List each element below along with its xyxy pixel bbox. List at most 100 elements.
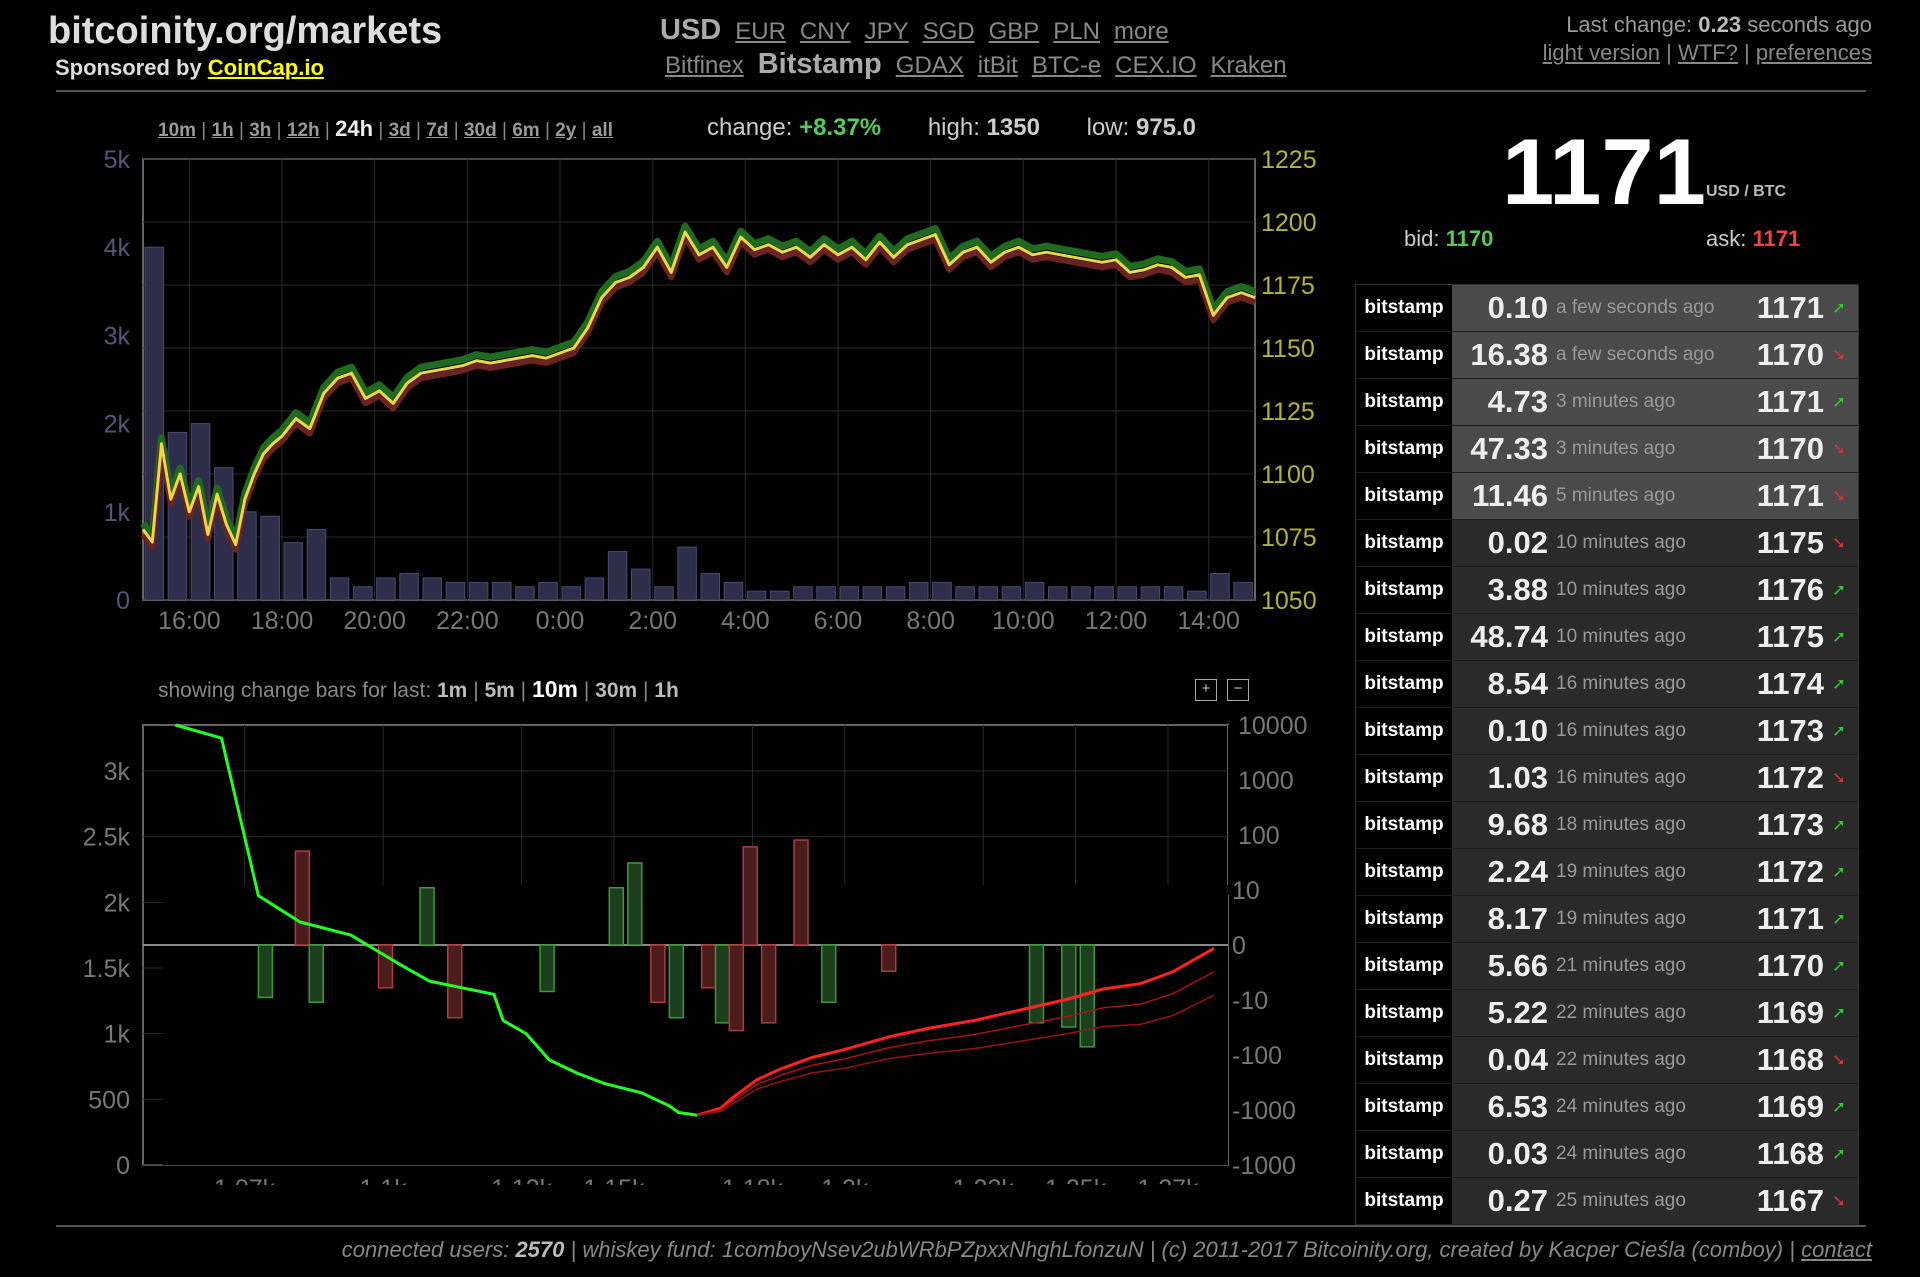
volume-bar bbox=[862, 586, 883, 601]
trade-price: 1171 bbox=[1756, 478, 1824, 513]
separator: | bbox=[514, 679, 532, 702]
trade-amount: 9.68 bbox=[1487, 807, 1548, 842]
range-tab-10m[interactable]: 10m bbox=[158, 120, 197, 141]
exchange-bitstamp[interactable]: Bitstamp bbox=[757, 48, 882, 80]
trade-amount: 0.04 bbox=[1487, 1042, 1548, 1077]
exchange-btce[interactable]: BTC-e bbox=[1031, 52, 1102, 79]
trade-amount: 0.10 bbox=[1487, 290, 1548, 325]
range-tab-3d[interactable]: 3d bbox=[388, 120, 411, 141]
range-tab-30d[interactable]: 30d bbox=[463, 120, 497, 141]
trade-row: bitstamp 16.38 a few seconds ago 1170 ➘ bbox=[1356, 332, 1858, 379]
trade-amount: 0.02 bbox=[1487, 525, 1548, 560]
range-tab-2y[interactable]: 2y bbox=[555, 120, 577, 141]
separator: | bbox=[496, 120, 513, 141]
trade-exchange: bitstamp bbox=[1356, 1131, 1452, 1177]
currency-usd[interactable]: USD bbox=[660, 14, 722, 46]
change-bar bbox=[294, 850, 311, 946]
trade-time: 10 minutes ago bbox=[1556, 532, 1686, 553]
volume-bar bbox=[584, 577, 605, 601]
depth-tick-label: 2k bbox=[104, 889, 131, 917]
currency-eur[interactable]: EUR bbox=[735, 18, 786, 45]
change-bars-option-1m[interactable]: 1m bbox=[437, 679, 468, 702]
currency-more[interactable]: more bbox=[1113, 18, 1169, 45]
change-bar bbox=[377, 944, 394, 989]
arrow-up-icon: ➚ bbox=[1832, 394, 1846, 411]
range-tab-all[interactable]: all bbox=[591, 120, 613, 141]
currency-jpy[interactable]: JPY bbox=[864, 18, 909, 45]
change-tick-label: 1000 bbox=[1238, 767, 1294, 795]
currency-cny[interactable]: CNY bbox=[799, 18, 851, 45]
trade-amount: 2.24 bbox=[1487, 854, 1548, 889]
change-tick-label: 100 bbox=[1238, 822, 1280, 850]
change-bars-option-30m[interactable]: 30m bbox=[595, 679, 638, 702]
change-bar bbox=[700, 944, 717, 989]
volume-bar bbox=[1140, 586, 1161, 601]
exchange-cexio[interactable]: CEX.IO bbox=[1115, 52, 1197, 79]
change-bars-option-10m[interactable]: 10m bbox=[531, 676, 579, 702]
volume-bar bbox=[167, 431, 188, 601]
trade-time: 16 minutes ago bbox=[1556, 720, 1686, 741]
arrow-down-icon: ➘ bbox=[1832, 770, 1846, 787]
trade-amount: 0.27 bbox=[1487, 1183, 1548, 1218]
change-bars-option-1h[interactable]: 1h bbox=[654, 679, 679, 702]
volume-bar bbox=[978, 586, 999, 601]
arrow-down-icon: ➘ bbox=[1832, 1193, 1846, 1210]
trade-row: bitstamp 5.66 21 minutes ago 1170 ➚ bbox=[1356, 943, 1858, 990]
volume-bar bbox=[492, 581, 512, 601]
site-logo[interactable]: bitcoinity.org/markets bbox=[48, 10, 443, 52]
change-bars-label: showing change bars for last: bbox=[158, 679, 437, 702]
price-tick-label: 1175 bbox=[1261, 272, 1315, 300]
x-tick-label: 1.13k bbox=[491, 1175, 553, 1185]
depth-tick-label: 0 bbox=[116, 1152, 130, 1180]
contact-link[interactable]: contact bbox=[1801, 1237, 1872, 1262]
exchange-kraken[interactable]: Kraken bbox=[1210, 52, 1287, 79]
change-bars-option-5m[interactable]: 5m bbox=[484, 679, 515, 702]
trade-price: 1168 bbox=[1756, 1042, 1824, 1077]
ask-price: ask: 1171 bbox=[1706, 226, 1801, 251]
range-tab-3h[interactable]: 3h bbox=[249, 120, 272, 141]
range-tab-7d[interactable]: 7d bbox=[426, 120, 449, 141]
range-tab-24h[interactable]: 24h bbox=[335, 116, 374, 141]
trade-price: 1170 bbox=[1756, 431, 1824, 466]
separator: | bbox=[196, 120, 212, 141]
ask-depth-line bbox=[696, 946, 1215, 1117]
arrow-up-icon: ➚ bbox=[1832, 723, 1846, 740]
trade-time: 21 minutes ago bbox=[1556, 955, 1686, 976]
depth-chart[interactable]: 1.07k 1.1k 1.13k 1.15k 1.18k 1.2k 1.23k 1.25k 1.… bbox=[0, 705, 1340, 1185]
currency-pln[interactable]: PLN bbox=[1053, 18, 1100, 45]
volume-bar bbox=[306, 528, 327, 601]
trade-exchange: bitstamp bbox=[1356, 990, 1452, 1036]
sponsor-link[interactable]: CoinCap.io bbox=[207, 55, 324, 80]
exchange-itbit[interactable]: itBit bbox=[977, 52, 1018, 79]
trade-price: 1170 bbox=[1756, 337, 1824, 372]
volume-bar bbox=[445, 581, 466, 601]
price-chart[interactable]: 16:00 18:00 20:00 22:00 0:00 2:00 4:00 6:00 8:00… bbox=[0, 135, 1340, 645]
exchange-gdax[interactable]: GDAX bbox=[895, 52, 964, 79]
volume-bar bbox=[515, 586, 535, 601]
change-bar bbox=[1061, 944, 1077, 1028]
volume-tick-label: 0 bbox=[116, 587, 130, 615]
trade-amount: 5.22 bbox=[1487, 995, 1548, 1030]
preferences-link[interactable]: preferences bbox=[1755, 40, 1872, 65]
zoom-out-button[interactable]: − bbox=[1227, 679, 1249, 701]
arrow-down-icon: ➘ bbox=[1832, 441, 1846, 458]
zoom-in-button[interactable]: + bbox=[1195, 679, 1217, 701]
trade-row: bitstamp 0.03 24 minutes ago 1168 ➚ bbox=[1356, 1131, 1858, 1178]
trade-amount: 8.54 bbox=[1487, 666, 1548, 701]
trade-time: 10 minutes ago bbox=[1556, 579, 1686, 600]
currency-sgd[interactable]: SGD bbox=[922, 18, 975, 45]
exchange-bitfinex[interactable]: Bitfinex bbox=[665, 52, 744, 79]
currency-selector: USD EUR CNY JPY SGD GBP PLN more bbox=[660, 14, 1360, 47]
arrow-down-icon: ➘ bbox=[1832, 488, 1846, 505]
volume-tick-label: 4k bbox=[104, 234, 131, 262]
range-tab-12h[interactable]: 12h bbox=[286, 120, 320, 141]
trade-row: bitstamp 48.74 10 minutes ago 1175 ➚ bbox=[1356, 614, 1858, 661]
x-tick-label: 8:00 bbox=[906, 607, 955, 635]
currency-gbp[interactable]: GBP bbox=[988, 18, 1040, 45]
volume-bar bbox=[816, 586, 836, 601]
trade-time: 10 minutes ago bbox=[1556, 626, 1686, 647]
light-version-link[interactable]: light version bbox=[1542, 40, 1661, 65]
wtf-link[interactable]: WTF? bbox=[1677, 40, 1738, 65]
range-tab-1h[interactable]: 1h bbox=[211, 120, 234, 141]
range-tab-6m[interactable]: 6m bbox=[512, 120, 540, 141]
